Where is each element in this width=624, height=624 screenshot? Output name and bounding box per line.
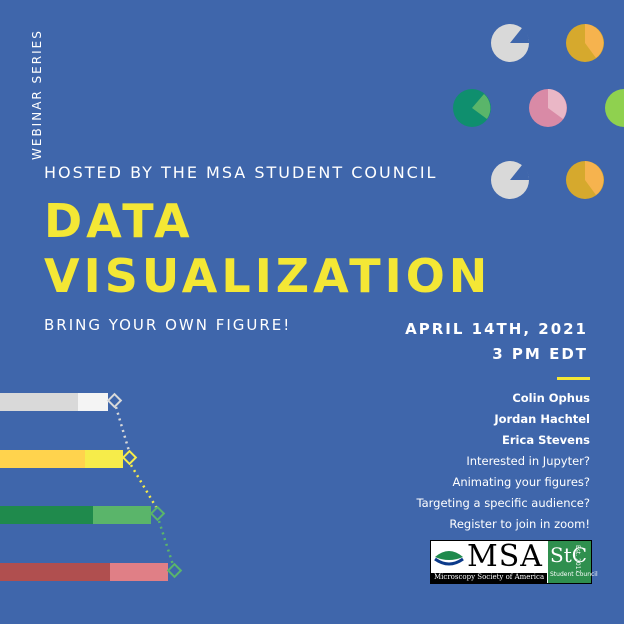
pie-icon-gray-top <box>491 24 530 62</box>
divider <box>557 377 590 380</box>
msa-logo-subtitle: Microscopy Society of America <box>434 573 545 581</box>
pie-icons-decoration <box>453 24 624 199</box>
topic-1: Interested in Jupyter? <box>466 454 590 468</box>
hosted-by-text: HOSTED BY THE MSA STUDENT COUNCIL <box>44 163 438 182</box>
msa-logo: MSA Microscopy Society of America StC St… <box>430 539 598 584</box>
stc-logo-est: Est. 2017 <box>574 545 581 574</box>
event-date: APRIL 14TH, 2021 <box>405 320 588 338</box>
stc-logo-text: StC <box>550 543 588 567</box>
bar-red <box>0 562 183 581</box>
msa-logo-text: MSA <box>467 539 543 574</box>
pie-icon-gold-top <box>566 24 604 62</box>
msa-logo-subtitle-bar: Microscopy Society of America <box>431 573 547 583</box>
speaker-2: Jordan Hachtel <box>494 412 590 426</box>
pie-icon-gray-bottom <box>491 161 530 199</box>
stc-logo-subtitle: Student Council <box>550 571 598 578</box>
pie-icon-lime <box>605 89 624 127</box>
stc-logo: StC Student Council Est. 2017 <box>548 541 598 583</box>
title-line-2: VISUALIZATION <box>44 249 492 303</box>
pie-icon-gold-bottom <box>566 161 604 199</box>
topic-2: Animating your figures? <box>452 475 590 489</box>
speaker-3: Erica Stevens <box>502 433 590 447</box>
pie-icon-pink <box>529 89 567 127</box>
tagline: BRING YOUR OWN FIGURE! <box>44 316 292 334</box>
bar-graphic-decoration <box>0 392 183 581</box>
dotted-trend-line <box>114 406 175 566</box>
bar-yellow <box>0 449 138 468</box>
pie-icon-teal <box>453 89 491 127</box>
title-line-1: DATA <box>44 194 194 248</box>
msa-emblem-icon <box>434 551 464 566</box>
bar-gray <box>0 392 123 411</box>
topic-3: Targeting a specific audience? <box>416 496 590 510</box>
webinar-series-label: WEBINAR SERIES <box>30 29 44 160</box>
event-time: 3 PM EDT <box>492 345 588 363</box>
speaker-1: Colin Ophus <box>512 391 590 405</box>
bar-green <box>0 505 166 524</box>
topic-4: Register to join in zoom! <box>449 517 590 531</box>
